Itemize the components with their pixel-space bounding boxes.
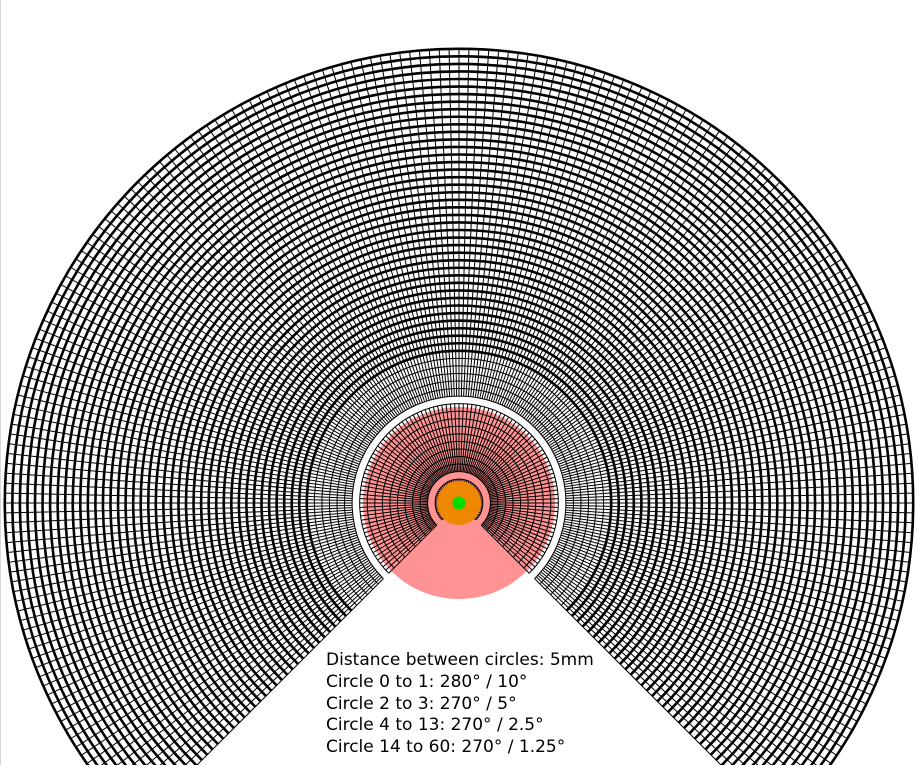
caption-block: Distance between circles: 5mm Circle 0 t…: [326, 650, 594, 759]
caption-circles-0-1: Circle 0 to 1: 280° / 10°: [326, 672, 594, 694]
caption-circles-14-60: Circle 14 to 60: 270° / 1.25°: [326, 737, 594, 759]
caption-circles-2-3: Circle 2 to 3: 270° / 5°: [326, 694, 594, 716]
caption-spacing: Distance between circles: 5mm: [326, 650, 594, 672]
caption-circles-4-13: Circle 4 to 13: 270° / 2.5°: [326, 715, 594, 737]
center-markers: [437, 481, 481, 525]
center-dot: [453, 497, 466, 510]
